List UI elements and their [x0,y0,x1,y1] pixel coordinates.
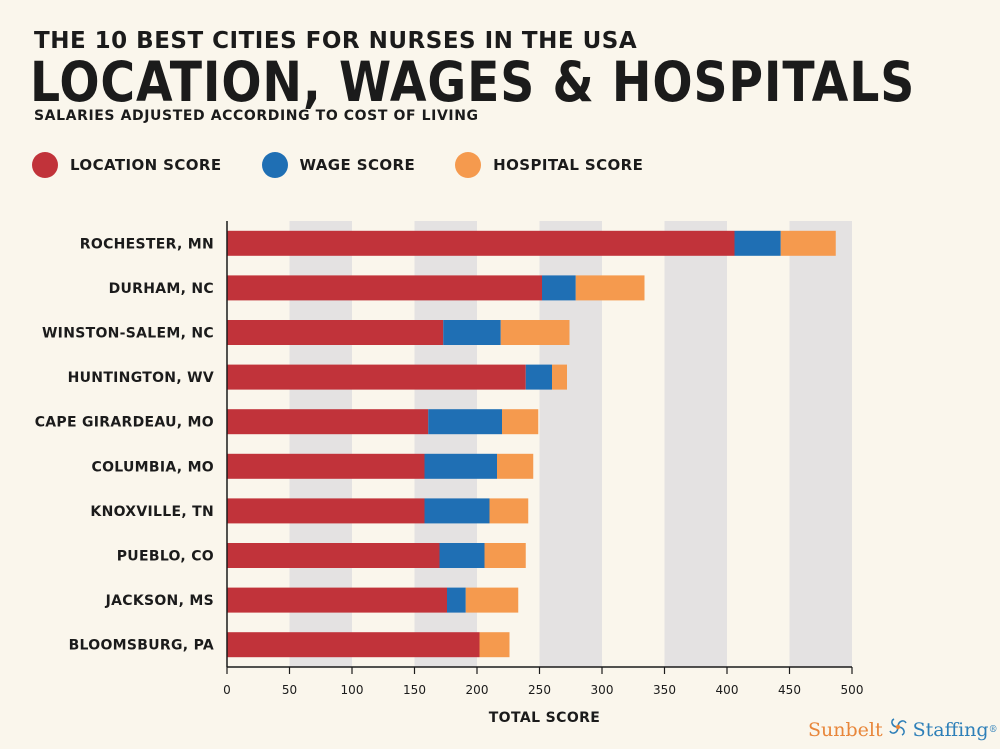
bar-segment [479,632,510,658]
bar-segment [227,320,444,345]
category-label: JACKSON, MS [105,593,214,609]
bar-segment [424,453,497,479]
logo-text-sunbelt: Sunbelt [808,718,883,741]
bar-segment [227,275,542,301]
x-tick-label: 300 [591,683,614,697]
chart-subtitle: SALARIES ADJUSTED ACCORDING TO COST OF L… [34,108,479,124]
bar-segment [575,275,645,301]
x-tick-label: 100 [341,683,364,697]
bar-segment [227,498,425,524]
category-label: KNOXVILLE, TN [90,504,214,520]
bar-segment [428,409,502,435]
legend-item-location: LOCATION SCORE [32,152,222,178]
sunbelt-staffing-logo: Sunbelt Staffing ® [808,715,998,744]
category-label: WINSTON-SALEM, NC [42,326,214,342]
x-axis-title: TOTAL SCORE [489,710,601,726]
category-label: DURHAM, NC [109,281,214,297]
bar-segment [227,587,447,613]
bar-segment [502,409,539,435]
chart-title: LOCATION, WAGES & HOSPITALS [30,50,916,114]
bar-segment [497,453,534,479]
bar-segment [489,498,529,524]
bar-segment [780,230,836,256]
bar-segment [439,543,485,568]
logo-text-staffing: Staffing [912,718,989,741]
bar-segment [500,320,570,345]
x-tick-label: 250 [528,683,551,697]
bar-segment [465,587,519,613]
bar-segment [227,453,425,479]
bar-segment [227,364,526,390]
grid-band [664,221,727,667]
x-tick-label: 500 [841,683,864,697]
swirl-icon [886,715,910,744]
category-label: CAPE GIRARDEAU, MO [35,415,214,431]
x-tick-label: 450 [778,683,801,697]
legend-label-hospital: HOSPITAL SCORE [493,156,644,174]
category-label: BLOOMSBURG, PA [69,638,214,654]
x-tick-label: 350 [653,683,676,697]
x-tick-label: 0 [223,683,231,697]
bar-segment [447,587,466,613]
category-label: PUEBLO, CO [117,549,214,565]
x-tick-label: 150 [403,683,426,697]
x-tick-label: 50 [282,683,297,697]
legend-swatch-wage [261,152,288,178]
category-label: HUNTINGTON, WV [68,370,214,386]
x-tick-label: 200 [466,683,489,697]
bar-segment [734,230,781,256]
legend-label-wage: WAGE SCORE [299,156,416,174]
bar-segment [542,275,576,301]
category-label: ROCHESTER, MN [80,236,214,252]
legend-item-wage: WAGE SCORE [261,152,416,178]
logo-trademark: ® [988,724,998,735]
legend-item-hospital: HOSPITAL SCORE [455,152,643,178]
x-tick-label: 400 [716,683,739,697]
legend-swatch-location [32,152,58,178]
bar-segment [525,364,552,390]
category-label: COLUMBIA, MO [92,459,215,475]
grid-band [789,221,852,667]
bar-segment [552,364,567,390]
bar-segment [227,632,480,658]
bar-segment [484,543,526,568]
bar-segment [227,543,440,568]
legend-swatch-hospital [455,152,482,178]
bar-segment [424,498,490,524]
chart-supertitle: THE 10 BEST CITIES FOR NURSES IN THE USA [34,28,638,54]
bar-segment [227,230,735,256]
bar-segment [443,320,501,345]
legend: LOCATION SCORE WAGE SCORE HOSPITAL SCORE [32,152,683,178]
bar-segment [227,409,429,435]
legend-label-location: LOCATION SCORE [70,156,222,174]
